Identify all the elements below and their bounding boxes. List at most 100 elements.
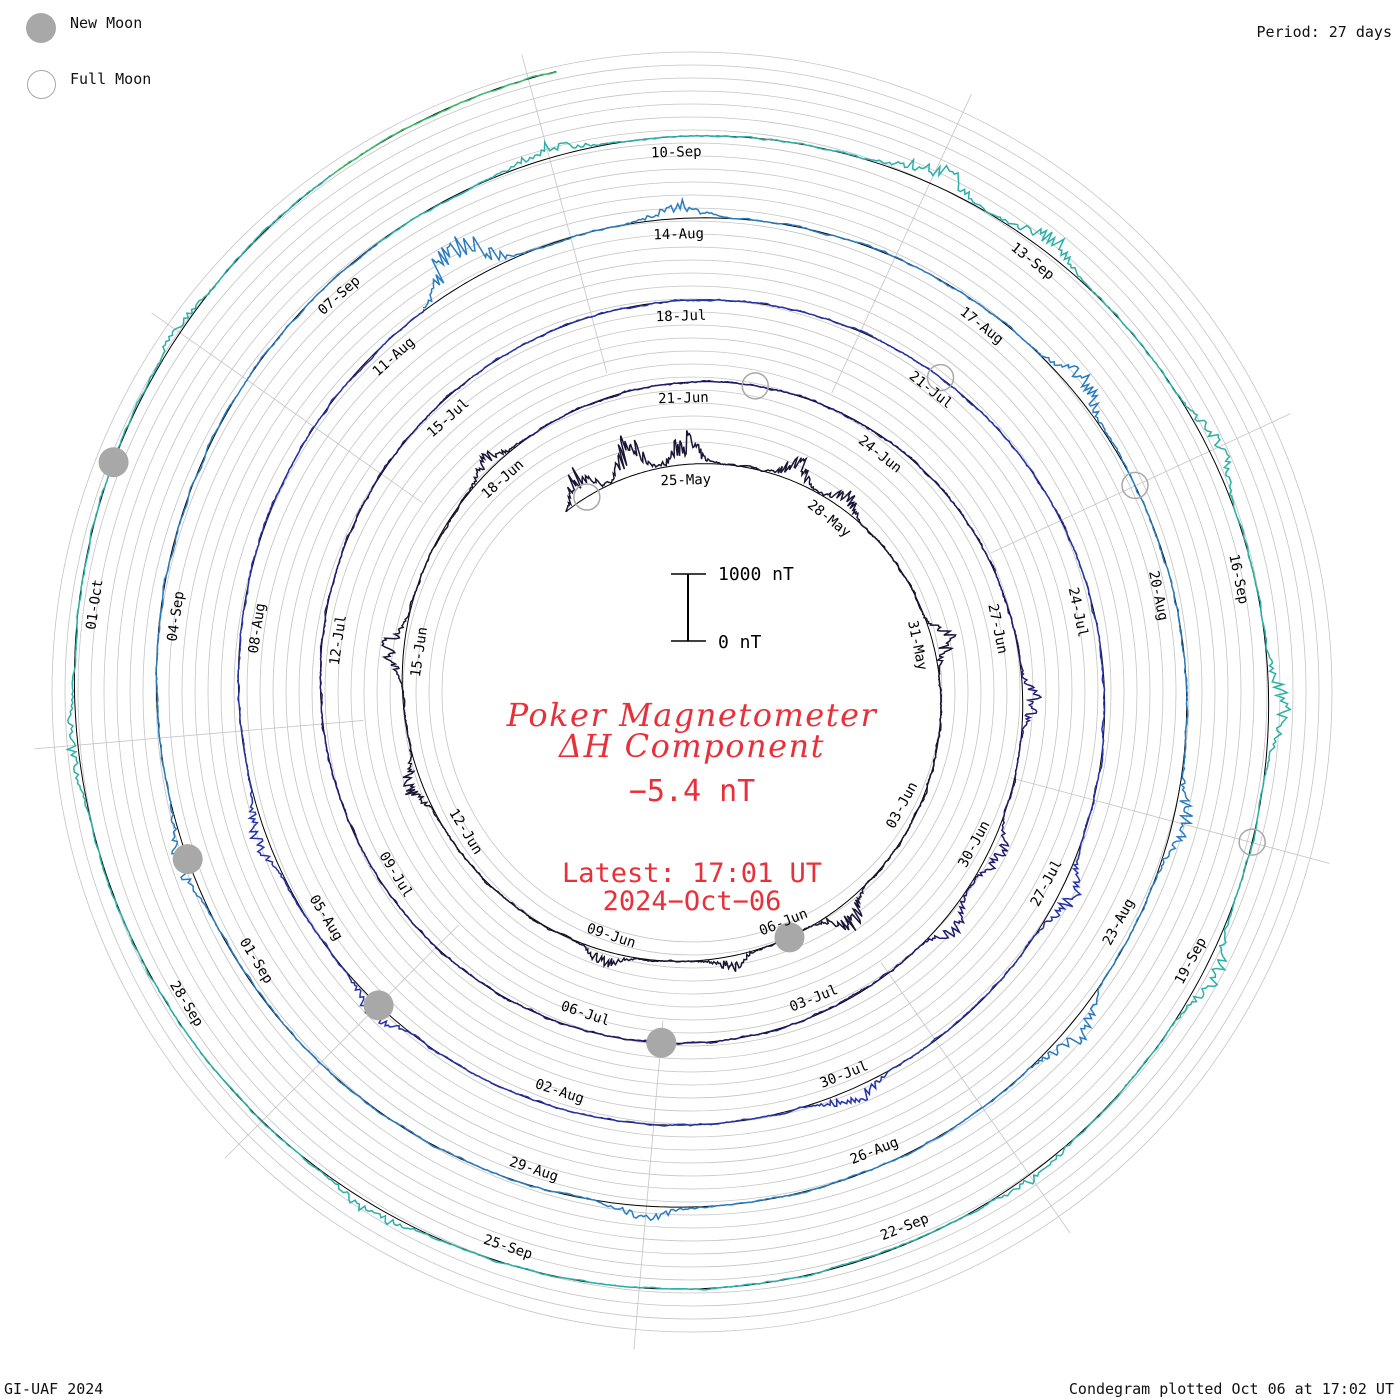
trace-turn-3 — [236, 298, 1106, 1127]
new-moon-legend-icon — [26, 13, 56, 43]
title-line-1: Poker Magnetometer — [506, 696, 878, 734]
footer-plot-time: Condegram plotted Oct 06 at 17:02 UT — [1068, 1380, 1394, 1398]
latest-line-1: Latest: 17:01 UT — [561, 858, 823, 889]
grid-ring — [155, 155, 1229, 1229]
date-label: 21-Jun — [658, 390, 709, 407]
grid-spoke — [521, 54, 608, 374]
new-moon-marker-4 — [172, 844, 203, 875]
grid-spoke — [224, 924, 459, 1159]
grid-ring — [363, 363, 1021, 1021]
current-value: −5.4 nT — [628, 774, 756, 809]
date-label: 01-Oct — [83, 578, 106, 630]
date-label: 24-Jul — [1065, 586, 1091, 639]
date-label: 19-Sep — [1172, 935, 1210, 987]
grid-spoke — [880, 962, 1071, 1234]
grid-ring — [168, 168, 1216, 1216]
latest-line-2: 2024−Oct−06 — [602, 886, 782, 917]
grid-spoke — [991, 413, 1291, 554]
chart-grid — [34, 51, 1333, 1350]
trace-turn-6 — [330, 71, 557, 177]
grid-ring — [246, 246, 1138, 1138]
grid-ring — [207, 207, 1177, 1177]
chart-moon-markers — [98, 363, 1266, 1058]
grid-ring — [389, 389, 995, 995]
date-label: 25-May — [660, 472, 711, 489]
grid-ring — [259, 259, 1125, 1125]
new-moon-marker-1 — [774, 922, 805, 953]
footer-credit: GI-UAF 2024 — [4, 1380, 104, 1398]
grid-ring — [194, 194, 1190, 1190]
date-label: 27-Jun — [984, 602, 1010, 655]
full-moon-legend-label: Full Moon — [70, 70, 152, 88]
grid-ring — [376, 376, 1008, 1008]
latest-time: Latest: 17:01 UT 2024−Oct−06 — [0, 860, 1384, 916]
new-moon-legend-label: New Moon — [70, 14, 143, 32]
date-label: 12-Jul — [327, 614, 350, 666]
grid-spoke — [1010, 777, 1330, 864]
grid-ring — [298, 298, 1086, 1086]
baseline-spiral — [73, 71, 1270, 1290]
grid-ring — [103, 103, 1281, 1281]
date-label: 07-Sep — [315, 273, 363, 319]
new-moon-marker-5 — [98, 447, 129, 478]
grid-ring — [90, 90, 1294, 1294]
new-moon-marker-3 — [363, 990, 394, 1021]
full-moon-marker-2 — [741, 372, 769, 400]
grid-ring — [428, 428, 956, 956]
grid-ring — [272, 272, 1112, 1112]
title-line-2: ΔH Component — [558, 727, 826, 765]
date-label: 18-Jul — [656, 308, 707, 325]
grid-ring — [220, 220, 1164, 1164]
grid-ring — [233, 233, 1151, 1151]
grid-ring — [116, 116, 1268, 1268]
full-moon-marker-3 — [926, 363, 955, 392]
trace-turn-1 — [380, 430, 957, 973]
date-label: 14-Aug — [653, 226, 704, 243]
date-label: 28-May — [804, 497, 854, 541]
date-label: 17-Aug — [957, 304, 1007, 348]
date-label: 10-Sep — [651, 144, 702, 161]
date-label: 20-Aug — [1145, 569, 1171, 622]
date-label: 13-Sep — [1008, 240, 1058, 284]
full-moon-marker-5 — [1238, 828, 1266, 856]
date-label: 26-Aug — [848, 1134, 901, 1168]
scale-top-label: 1000 nT — [718, 564, 794, 585]
grid-spoke — [34, 720, 364, 750]
date-label: 08-Aug — [246, 602, 269, 654]
grid-ring — [64, 64, 1320, 1320]
grid-spoke — [633, 1020, 664, 1350]
trace-turn-2 — [319, 377, 1043, 1045]
full-moon-marker-1 — [573, 483, 601, 511]
date-label: 31-May — [904, 619, 930, 672]
grid-ring — [77, 77, 1307, 1307]
date-label: 15-Jun — [408, 626, 431, 678]
grid-ring — [337, 337, 1047, 1047]
date-label: 28-Sep — [166, 978, 206, 1029]
grid-spoke — [831, 93, 972, 394]
date-label: 11-Aug — [370, 334, 418, 380]
grid-ring — [51, 51, 1333, 1333]
full-moon-marker-4 — [1121, 471, 1149, 500]
grid-ring — [311, 311, 1073, 1073]
new-moon-marker-2 — [646, 1027, 677, 1058]
date-label: 01-Sep — [236, 935, 276, 986]
grid-ring — [415, 415, 969, 969]
date-label: 21-Jul — [906, 368, 956, 412]
chart-title: Poker Magnetometer ΔH Component — [0, 696, 1384, 765]
trace-turn-5 — [65, 134, 1292, 1291]
grid-ring — [285, 285, 1099, 1099]
grid-ring — [181, 181, 1203, 1203]
date-label: 30-Jul — [818, 1058, 871, 1092]
full-moon-legend-icon — [27, 70, 56, 99]
chart-traces — [65, 71, 1292, 1291]
grid-spoke — [151, 312, 423, 503]
grid-ring — [142, 142, 1242, 1242]
scale-bottom-label: 0 nT — [718, 632, 762, 653]
date-label: 22-Sep — [878, 1211, 931, 1245]
trace-turn-4 — [155, 196, 1194, 1222]
grid-ring — [129, 129, 1255, 1255]
date-label: 18-Jun — [479, 457, 527, 503]
period-label: Period: 27 days — [1256, 23, 1392, 41]
date-label: 15-Jul — [424, 395, 472, 441]
